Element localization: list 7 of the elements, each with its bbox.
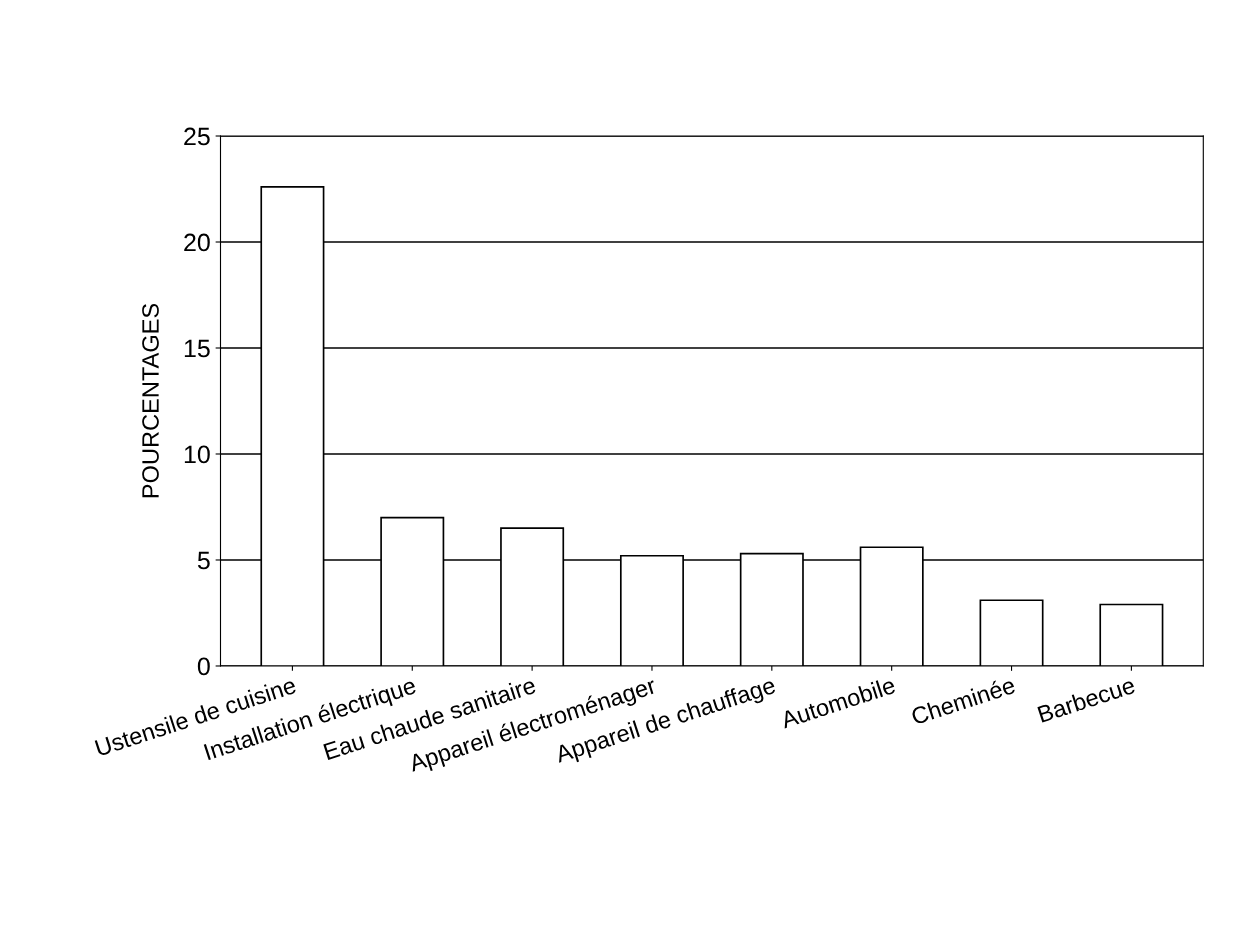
y-axis-title: POURCENTAGES: [142, 303, 159, 498]
y-tick-label: 25: [184, 127, 210, 146]
y-tick-label: 15: [184, 339, 210, 358]
y-tick-label: 0: [197, 657, 210, 676]
y-tick-label: 10: [184, 445, 210, 464]
y-tick-label: 20: [184, 233, 210, 252]
y-tick-label: 5: [197, 551, 210, 570]
